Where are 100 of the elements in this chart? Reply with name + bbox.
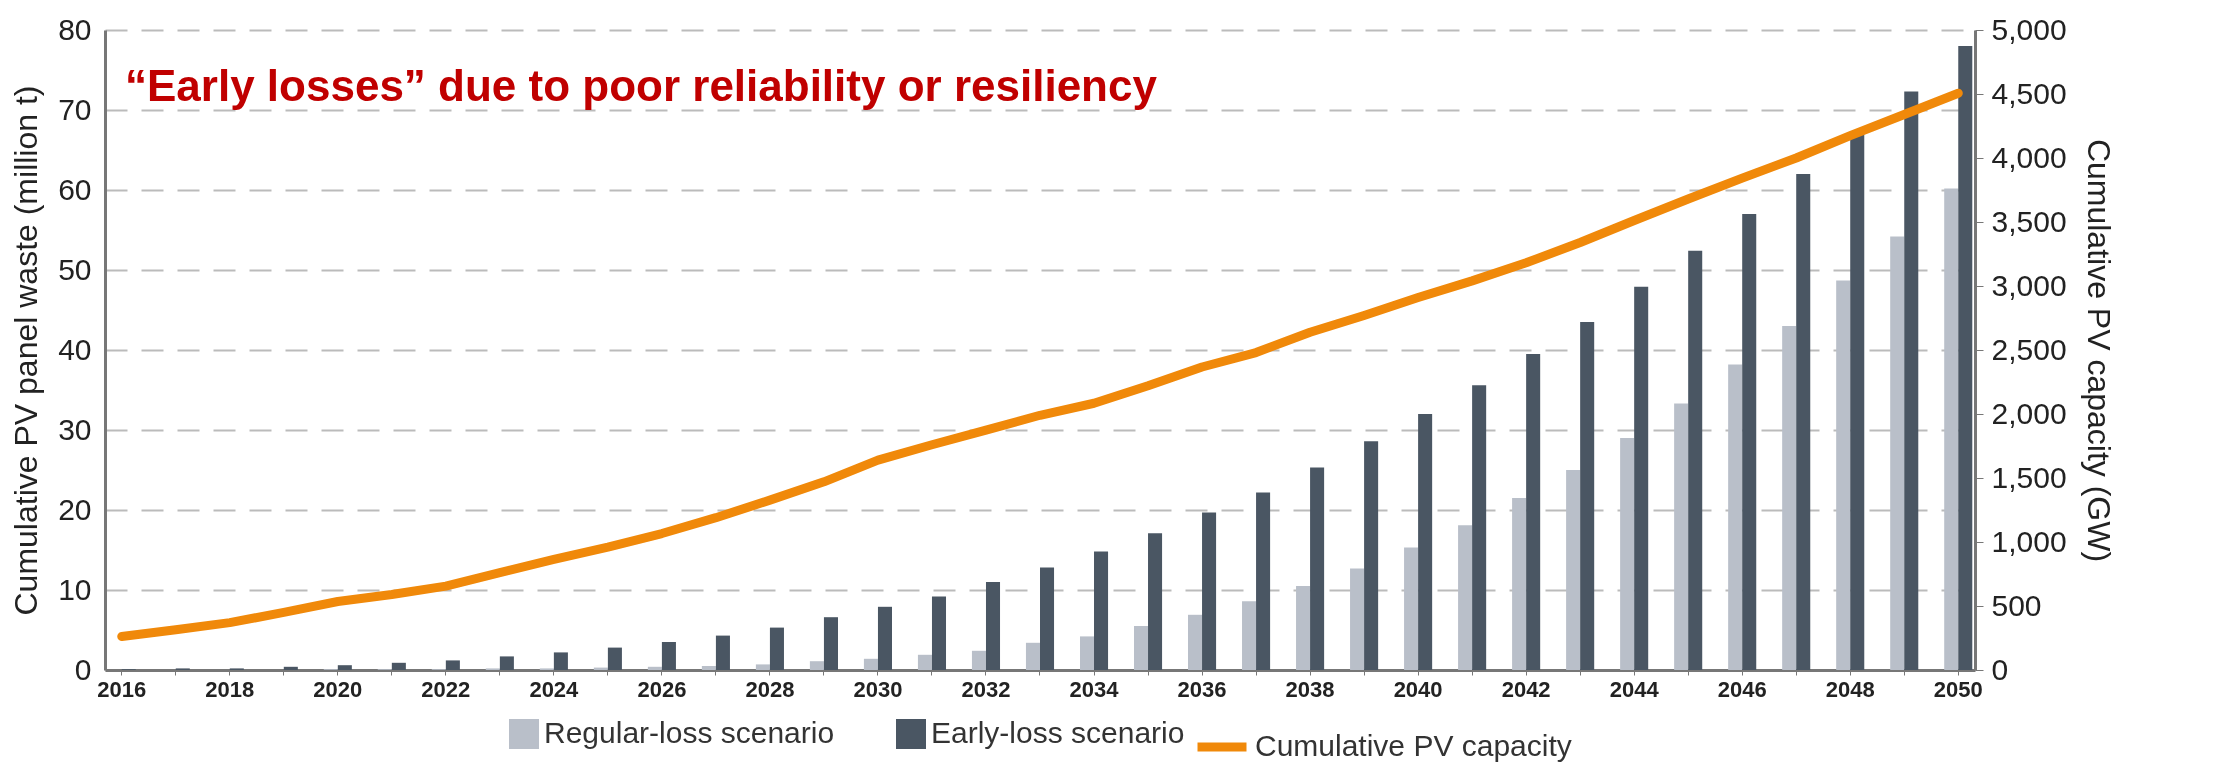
bar xyxy=(1944,188,1959,670)
bar xyxy=(1688,250,1703,670)
bar xyxy=(1040,567,1055,670)
bar xyxy=(1890,236,1905,670)
y-tick-label: 70 xyxy=(58,92,92,126)
bar xyxy=(1782,326,1797,670)
bar xyxy=(1404,547,1419,670)
bar xyxy=(809,661,824,670)
bar xyxy=(1025,642,1040,670)
y2-tick-label: 3,500 xyxy=(1991,204,2067,238)
y-tick-label: 20 xyxy=(58,492,92,526)
bar xyxy=(553,652,568,670)
x-tick-label: 2016 xyxy=(97,676,147,702)
bar xyxy=(1296,586,1311,670)
bar xyxy=(931,596,947,670)
bar xyxy=(391,662,406,670)
bar xyxy=(647,666,662,670)
bar xyxy=(1364,441,1379,670)
x-tick-label: 2032 xyxy=(961,676,1011,702)
x-tick-label: 2034 xyxy=(1069,676,1120,702)
x-tick-label: 2020 xyxy=(313,676,363,702)
bar xyxy=(445,660,460,670)
bar xyxy=(1133,626,1149,670)
legend-label: Regular-loss scenario xyxy=(544,716,835,749)
bar xyxy=(1418,414,1433,670)
bar xyxy=(917,654,932,670)
x-tick-label: 2024 xyxy=(529,676,580,702)
bar xyxy=(337,665,352,670)
y2-axis-title: Cumulative PV capacity (GW) xyxy=(2080,138,2117,563)
bar xyxy=(1526,354,1541,670)
bar xyxy=(1350,568,1365,670)
x-tick-label: 2026 xyxy=(637,676,687,702)
bar xyxy=(1079,636,1095,670)
bar xyxy=(769,627,784,670)
x-tick-label: 2018 xyxy=(205,676,255,702)
x-tick-label: 2028 xyxy=(745,676,795,702)
bar xyxy=(701,666,716,670)
y-tick-label: 30 xyxy=(58,412,92,446)
y-tick-label: 60 xyxy=(58,172,92,206)
legend-label: Cumulative PV capacity xyxy=(1255,729,1572,762)
bar xyxy=(607,647,622,670)
y-axis-title: Cumulative PV panel waste (million t) xyxy=(8,85,45,616)
bar xyxy=(863,658,878,670)
bar xyxy=(755,664,770,670)
bar xyxy=(971,650,986,670)
bar xyxy=(985,582,1001,670)
bar xyxy=(1728,364,1743,670)
bar xyxy=(1242,601,1257,670)
bar xyxy=(1256,492,1271,670)
bar xyxy=(1148,533,1163,670)
y2-tick-label: 4,000 xyxy=(1991,140,2067,174)
x-tick-label: 2042 xyxy=(1501,676,1551,702)
y2-tick-label: 1,500 xyxy=(1991,460,2067,494)
bar xyxy=(1202,512,1217,670)
bar xyxy=(1512,498,1527,670)
y-tick-label: 0 xyxy=(74,652,92,686)
x-tick-label: 2050 xyxy=(1933,676,1983,702)
bar xyxy=(1674,403,1689,670)
x-tick-label: 2030 xyxy=(853,676,903,702)
bar xyxy=(1958,46,1973,670)
y-tick-label: 80 xyxy=(58,12,92,46)
bar xyxy=(1566,470,1581,670)
bar xyxy=(1904,91,1919,670)
y2-tick-label: 5,000 xyxy=(1991,12,2067,46)
bar xyxy=(1634,286,1649,670)
bar xyxy=(715,635,730,670)
bar xyxy=(1188,614,1203,670)
y-tick-label: 10 xyxy=(58,572,92,606)
y2-tick-label: 2,500 xyxy=(1991,332,2067,366)
y2-tick-label: 4,500 xyxy=(1991,76,2067,110)
bar xyxy=(661,642,676,670)
y2-tick-label: 0 xyxy=(1991,652,2009,686)
bar xyxy=(1742,214,1757,670)
bar xyxy=(1310,467,1325,670)
x-tick-label: 2044 xyxy=(1609,676,1660,702)
bar xyxy=(283,666,298,670)
bar xyxy=(1796,174,1811,670)
y2-tick-label: 3,000 xyxy=(1991,268,2067,302)
y-tick-label: 50 xyxy=(58,252,92,286)
y2-tick-label: 2,000 xyxy=(1991,396,2067,430)
bar xyxy=(1836,280,1851,670)
x-tick-label: 2022 xyxy=(421,676,471,702)
bar xyxy=(1620,438,1635,670)
y2-tick-label: 1,000 xyxy=(1991,524,2067,558)
x-tick-label: 2048 xyxy=(1825,676,1875,702)
legend-label: Early-loss scenario xyxy=(931,716,1185,749)
y-tick-label: 40 xyxy=(58,332,92,366)
x-tick-label: 2046 xyxy=(1717,676,1767,702)
bar xyxy=(1094,551,1109,670)
x-tick-label: 2040 xyxy=(1393,676,1443,702)
x-tick-label: 2038 xyxy=(1285,676,1335,702)
bar xyxy=(1850,134,1865,670)
x-tick-label: 2036 xyxy=(1177,676,1227,702)
bar xyxy=(1472,385,1487,670)
bar xyxy=(499,656,514,670)
text: “Early losses” due to poor reliability or resiliency xyxy=(125,61,1158,110)
bar xyxy=(877,606,892,670)
bar xyxy=(1580,322,1595,670)
bar xyxy=(823,617,838,670)
bar xyxy=(1458,525,1473,670)
